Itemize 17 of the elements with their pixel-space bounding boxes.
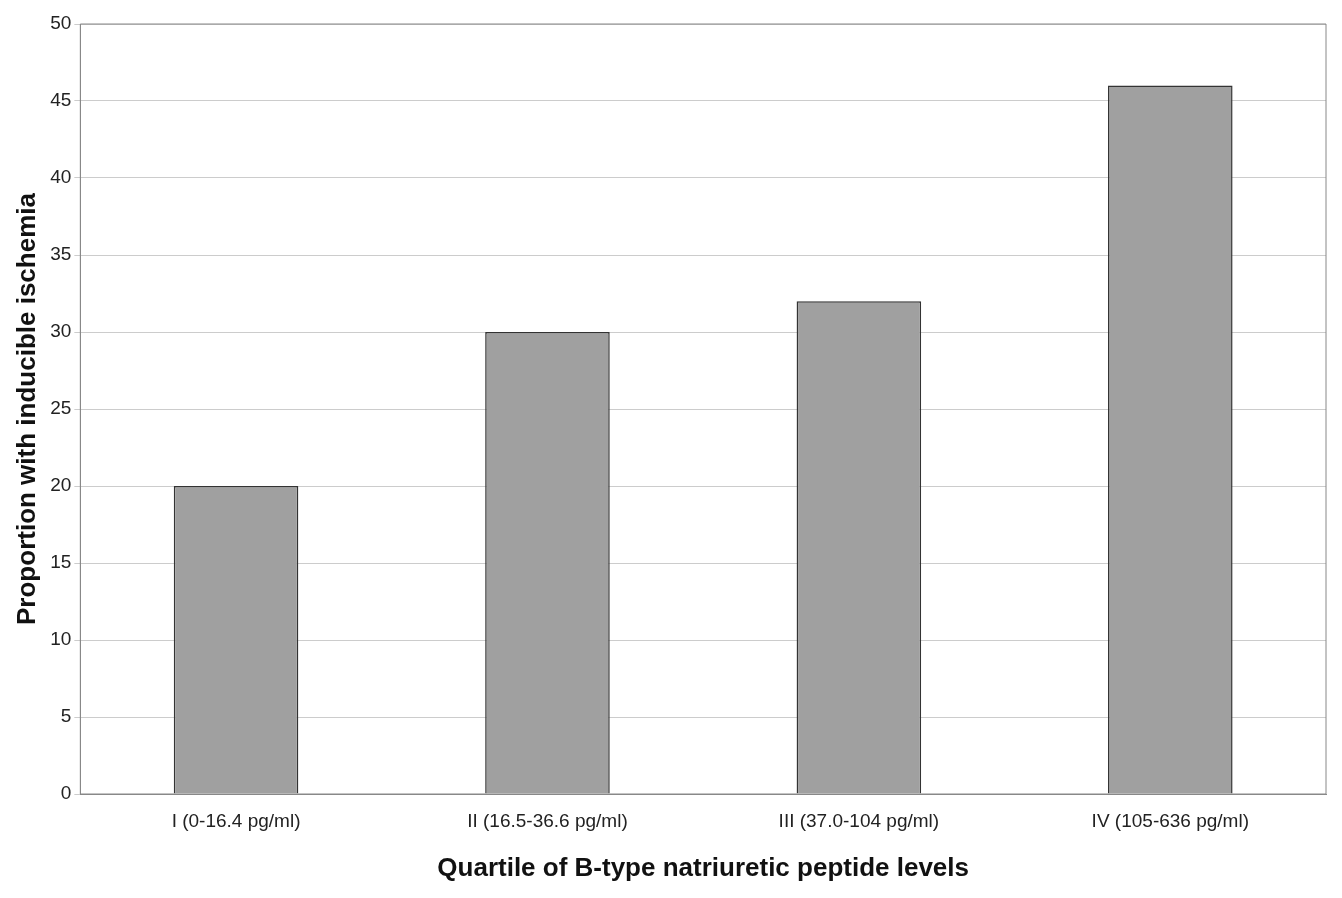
y-axis-title: Proportion with inducible ischemia bbox=[10, 192, 41, 625]
y-tick-label: 50 bbox=[50, 12, 72, 34]
x-tick-label: II (16.5-36.6 pg/ml) bbox=[467, 809, 628, 831]
y-tick-label: 35 bbox=[50, 243, 72, 265]
y-tick-label: 20 bbox=[50, 474, 72, 496]
y-tick-label: 40 bbox=[50, 166, 72, 188]
x-tick-label: III (37.0-104 pg/ml) bbox=[778, 809, 940, 831]
y-tick-label: 0 bbox=[60, 782, 72, 804]
x-axis-title: Quartile of B-type natriuretic peptide levels bbox=[437, 851, 970, 882]
y-tick-label: 10 bbox=[50, 628, 72, 650]
x-tick-label: I (0-16.4 pg/ml) bbox=[171, 809, 301, 831]
y-tick-label: 5 bbox=[60, 705, 72, 727]
x-tick-label: IV (105-636 pg/ml) bbox=[1091, 809, 1249, 831]
y-tick-label: 45 bbox=[50, 89, 72, 111]
y-tick-label: 25 bbox=[50, 397, 72, 419]
y-tick-label: 15 bbox=[50, 551, 72, 573]
y-tick-label: 30 bbox=[50, 320, 72, 342]
